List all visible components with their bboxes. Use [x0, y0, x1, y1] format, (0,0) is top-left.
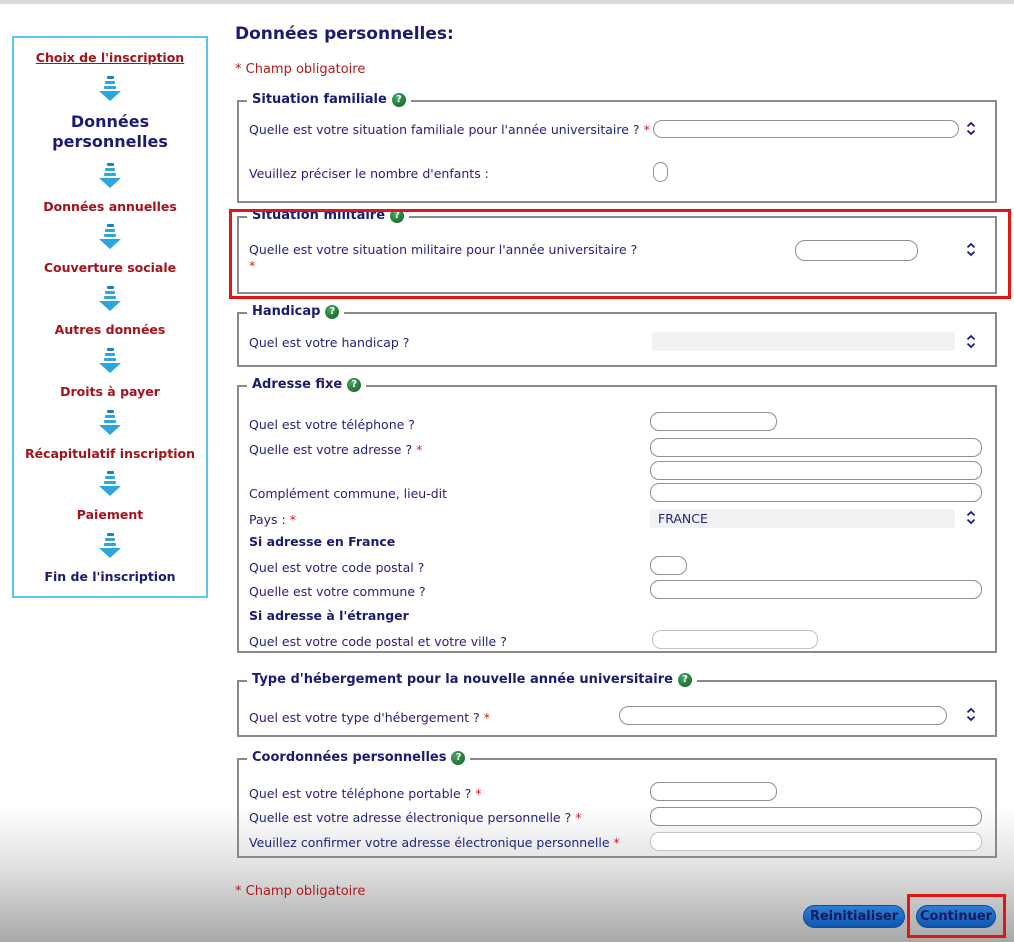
- sidebar-item-recapitulatif: Récapitulatif inscription: [24, 445, 195, 461]
- email-confirm-input[interactable]: [650, 832, 982, 851]
- page-title: Données personnelles:: [235, 24, 454, 44]
- sidebar-item-paiement: Paiement: [76, 507, 144, 523]
- required-marker: *: [289, 512, 296, 527]
- code-postal-ville-input[interactable]: [652, 630, 818, 649]
- email-input[interactable]: [650, 807, 982, 826]
- required-marker: *: [613, 835, 620, 850]
- required-note-bottom: * Champ obligatoire: [235, 884, 366, 899]
- required-marker: *: [249, 258, 256, 274]
- legend-text: Situation militaire: [252, 208, 386, 223]
- help-icon[interactable]: ?: [451, 750, 466, 765]
- required-note-top: * Champ obligatoire: [235, 62, 366, 77]
- complement-input[interactable]: [650, 483, 982, 502]
- sidebar-item-autres-donnees: Autres données: [54, 322, 166, 337]
- help-icon[interactable]: ?: [347, 377, 362, 392]
- help-icon[interactable]: ?: [391, 92, 406, 107]
- pays-select[interactable]: FRANCE: [650, 509, 955, 528]
- code-postal-input[interactable]: [650, 556, 687, 575]
- required-marker: *: [475, 786, 482, 801]
- label-adresse: Quelle est votre adresse ? *: [249, 442, 423, 457]
- legend-text: Adresse fixe: [252, 377, 343, 392]
- type-hebergement-select[interactable]: [619, 706, 947, 725]
- step-arrow-icon: [99, 471, 121, 497]
- subheading-si-adresse-etranger: Si adresse à l'étranger: [249, 608, 409, 623]
- required-marker: *: [416, 442, 423, 457]
- adresse-ligne2-input[interactable]: [650, 461, 982, 480]
- situation-familiale-select[interactable]: [653, 120, 959, 138]
- label-type-hebergement: Quel est votre type d'hébergement ? *: [249, 710, 491, 725]
- fieldset-situation-militaire: Situation militaire ? Quelle est votre s…: [237, 208, 997, 294]
- step-arrow-icon: [99, 286, 121, 312]
- label-commune: Quelle est votre commune ?: [249, 584, 426, 599]
- sidebar-item-donnees-annuelles: Données annuelles: [43, 198, 177, 214]
- select-chevron-icon[interactable]: [965, 121, 977, 136]
- step-arrow-icon: [99, 409, 121, 435]
- step-arrow-icon: [99, 75, 121, 101]
- required-marker: *: [575, 810, 582, 825]
- sidebar-item-fin-inscription: Fin de l'inscription: [44, 569, 176, 584]
- telephone-input[interactable]: [650, 412, 777, 431]
- fieldset-handicap: Handicap ? Quel est votre handicap ?: [237, 304, 997, 367]
- legend-handicap: Handicap ?: [247, 304, 345, 319]
- legend-text: Situation familiale: [252, 92, 387, 107]
- steps-sidebar: Choix de l'inscription Données personnel…: [12, 36, 208, 598]
- label-code-postal: Quel est votre code postal ?: [249, 560, 425, 575]
- legend-text: Coordonnées personnelles: [252, 750, 447, 765]
- label-complement: Complément commune, lieu-dit: [249, 486, 448, 501]
- legend-text: Handicap: [252, 304, 321, 319]
- nombre-enfants-input[interactable]: [653, 162, 668, 182]
- select-chevron-icon[interactable]: [965, 242, 977, 257]
- legend-situation-militaire: Situation militaire ?: [247, 208, 410, 223]
- step-arrow-icon: [99, 533, 121, 559]
- subheading-si-adresse-en-france: Si adresse en France: [249, 534, 396, 549]
- step-arrow-icon: [99, 347, 121, 373]
- step-arrow-icon: [99, 162, 121, 188]
- help-icon[interactable]: ?: [677, 672, 692, 687]
- pays-selected-value: FRANCE: [658, 511, 708, 526]
- sidebar-item-droits-a-payer: Droits à payer: [60, 383, 160, 399]
- label-handicap: Quel est votre handicap ?: [249, 335, 410, 350]
- step-arrow-icon: [99, 224, 121, 250]
- legend-coordonnees-personnelles: Coordonnées personnelles ?: [247, 750, 471, 765]
- legend-situation-familiale: Situation familiale ?: [247, 92, 411, 107]
- help-icon[interactable]: ?: [390, 208, 405, 223]
- handicap-select[interactable]: [652, 332, 955, 351]
- commune-input[interactable]: [650, 580, 982, 599]
- sidebar-item-choix-inscription[interactable]: Choix de l'inscription: [35, 50, 185, 65]
- situation-militaire-select[interactable]: [795, 240, 918, 261]
- select-chevron-icon[interactable]: [965, 334, 977, 349]
- telephone-portable-input[interactable]: [650, 782, 777, 801]
- label-email: Quelle est votre adresse électronique pe…: [249, 810, 582, 825]
- adresse-input[interactable]: [650, 438, 982, 457]
- fieldset-adresse-fixe: Adresse fixe ? Quel est votre téléphone …: [237, 377, 997, 653]
- select-chevron-icon[interactable]: [965, 707, 977, 722]
- legend-adresse-fixe: Adresse fixe ?: [247, 377, 367, 392]
- required-marker: *: [643, 122, 650, 137]
- sidebar-item-couverture-sociale: Couverture sociale: [43, 260, 177, 276]
- help-icon[interactable]: ?: [325, 304, 340, 319]
- sidebar-item-donnees-personnelles: Données personnelles: [52, 111, 168, 151]
- top-strip: [0, 0, 1014, 4]
- label-email-confirm: Veuillez confirmer votre adresse électro…: [249, 835, 620, 850]
- label-situation-militaire: Quelle est votre situation militaire pou…: [249, 242, 789, 275]
- label-situation-familiale: Quelle est votre situation familiale pou…: [249, 122, 650, 137]
- continue-button[interactable]: Continuer: [916, 905, 996, 928]
- legend-text: Type d'hébergement pour la nouvelle anné…: [252, 672, 673, 687]
- legend-type-hebergement: Type d'hébergement pour la nouvelle anné…: [247, 672, 697, 687]
- label-telephone: Quel est votre téléphone ?: [249, 417, 415, 432]
- label-nombre-enfants: Veuillez préciser le nombre d'enfants :: [249, 166, 489, 181]
- label-code-postal-ville: Quel est votre code postal et votre vill…: [249, 634, 507, 649]
- label-telephone-portable: Quel est votre téléphone portable ? *: [249, 786, 482, 801]
- fieldset-situation-familiale: Situation familiale ? Quelle est votre s…: [237, 92, 997, 203]
- required-marker: *: [483, 710, 491, 725]
- fieldset-coordonnees-personnelles: Coordonnées personnelles ? Quel est votr…: [237, 750, 997, 858]
- select-chevron-icon[interactable]: [965, 510, 977, 525]
- reset-button[interactable]: Reinitialiser: [803, 905, 905, 928]
- fieldset-type-hebergement: Type d'hébergement pour la nouvelle anné…: [237, 672, 997, 737]
- label-pays: Pays : *: [249, 512, 296, 527]
